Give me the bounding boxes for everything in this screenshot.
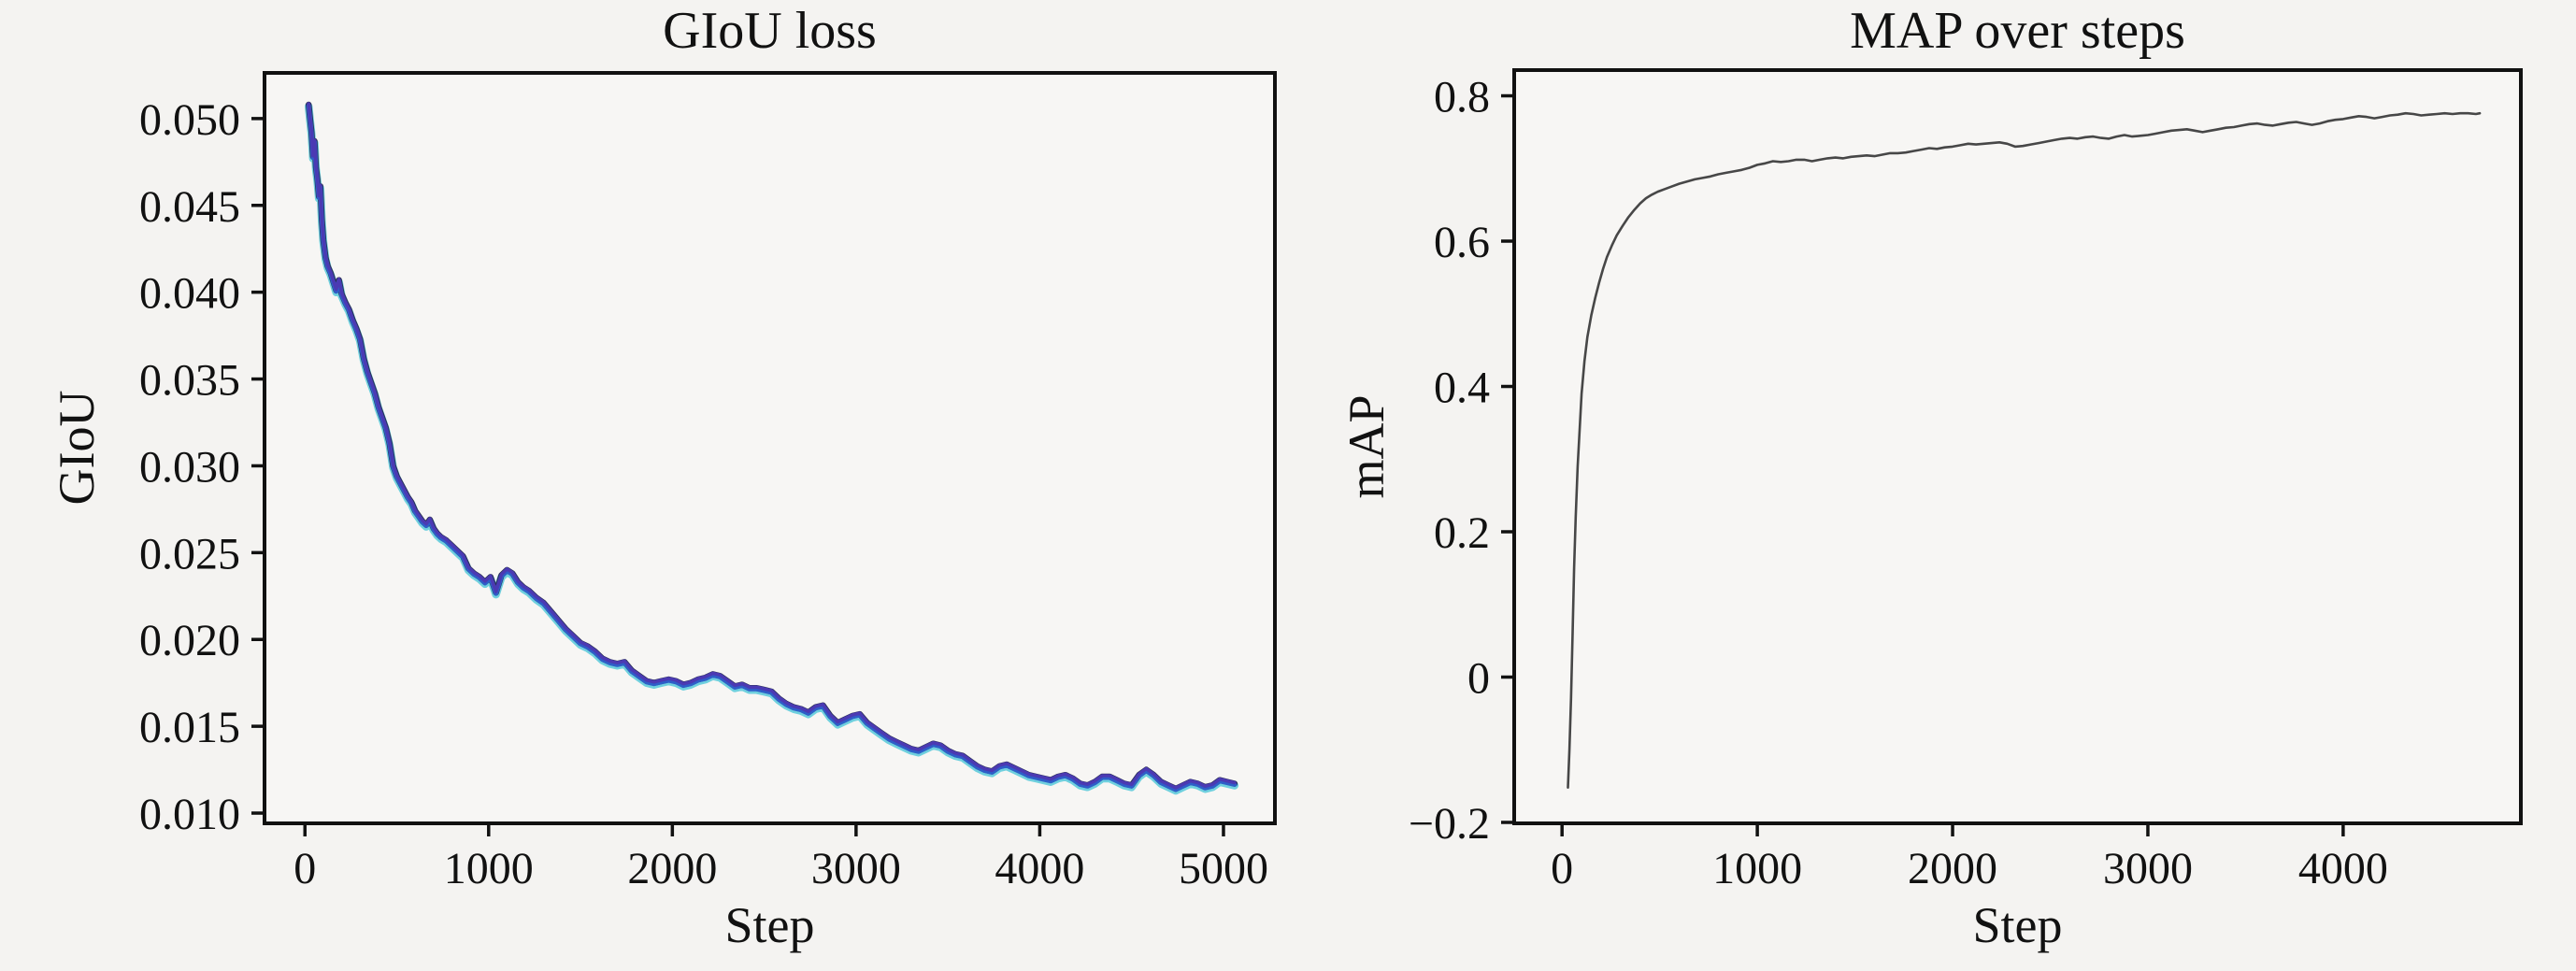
- y-tick-label: 0.015: [139, 703, 240, 752]
- y-tick-label: 0: [1467, 653, 1490, 703]
- y-tick-label: 0.8: [1434, 73, 1490, 122]
- map-line-layer-0: [1567, 111, 2482, 790]
- x-tick-label: 2000: [627, 844, 717, 893]
- x-tick-label: 4000: [2298, 844, 2388, 893]
- map-x-axis-label: Step: [1972, 897, 2063, 953]
- giou-y-axis-label: GIoU: [49, 390, 105, 506]
- y-tick-label: 0.4: [1434, 364, 1490, 413]
- y-tick-label: 0.040: [139, 269, 240, 319]
- x-tick-label: 1000: [1712, 844, 1802, 893]
- x-tick-label: 0: [1551, 844, 1573, 893]
- giou-loss-plot-border: [263, 71, 1277, 825]
- y-tick-label: 0.010: [139, 790, 240, 839]
- y-tick-label: −0.2: [1409, 799, 1490, 849]
- y-tick-label: 0.035: [139, 356, 240, 406]
- x-tick-label: 1000: [444, 844, 534, 893]
- map-over-steps-plot-border: [1512, 68, 2523, 825]
- x-tick-label: 3000: [811, 844, 901, 893]
- x-tick-label: 3000: [2103, 844, 2193, 893]
- map-y-axis-label: mAP: [1338, 394, 1395, 499]
- y-tick-label: 0.030: [139, 442, 240, 492]
- map-chart-title: MAP over steps: [1850, 2, 2185, 60]
- giou-loss-plot-area: [265, 73, 1275, 823]
- x-tick-label: 0: [293, 844, 316, 893]
- x-tick-label: 5000: [1179, 844, 1268, 893]
- giou-loss-plot: 0 1000 2000 3000 4000 5000 0.050 0.045 0.040 0.03…: [139, 71, 1277, 893]
- y-tick-label: 0.6: [1434, 218, 1490, 267]
- giou-loss-chart-title: GIoU loss: [663, 2, 877, 60]
- y-tick-label: 0.020: [139, 616, 240, 665]
- x-tick-label: 2000: [1908, 844, 1997, 893]
- giou-x-axis-label: Step: [724, 897, 815, 953]
- y-tick-label: 0.045: [139, 182, 240, 232]
- y-tick-label: 0.025: [139, 529, 240, 578]
- giou-loss-line-layer-3: [307, 102, 1237, 790]
- y-tick-label: 0.2: [1434, 508, 1490, 558]
- map-over-steps-plot: 0 1000 2000 3000 4000 0.8 0.6 0.4 0.2 0 −0.2: [1409, 68, 2523, 893]
- x-tick-label: 4000: [995, 844, 1084, 893]
- map-over-steps-plot-area: [1514, 70, 2521, 823]
- y-tick-label: 0.050: [139, 95, 240, 145]
